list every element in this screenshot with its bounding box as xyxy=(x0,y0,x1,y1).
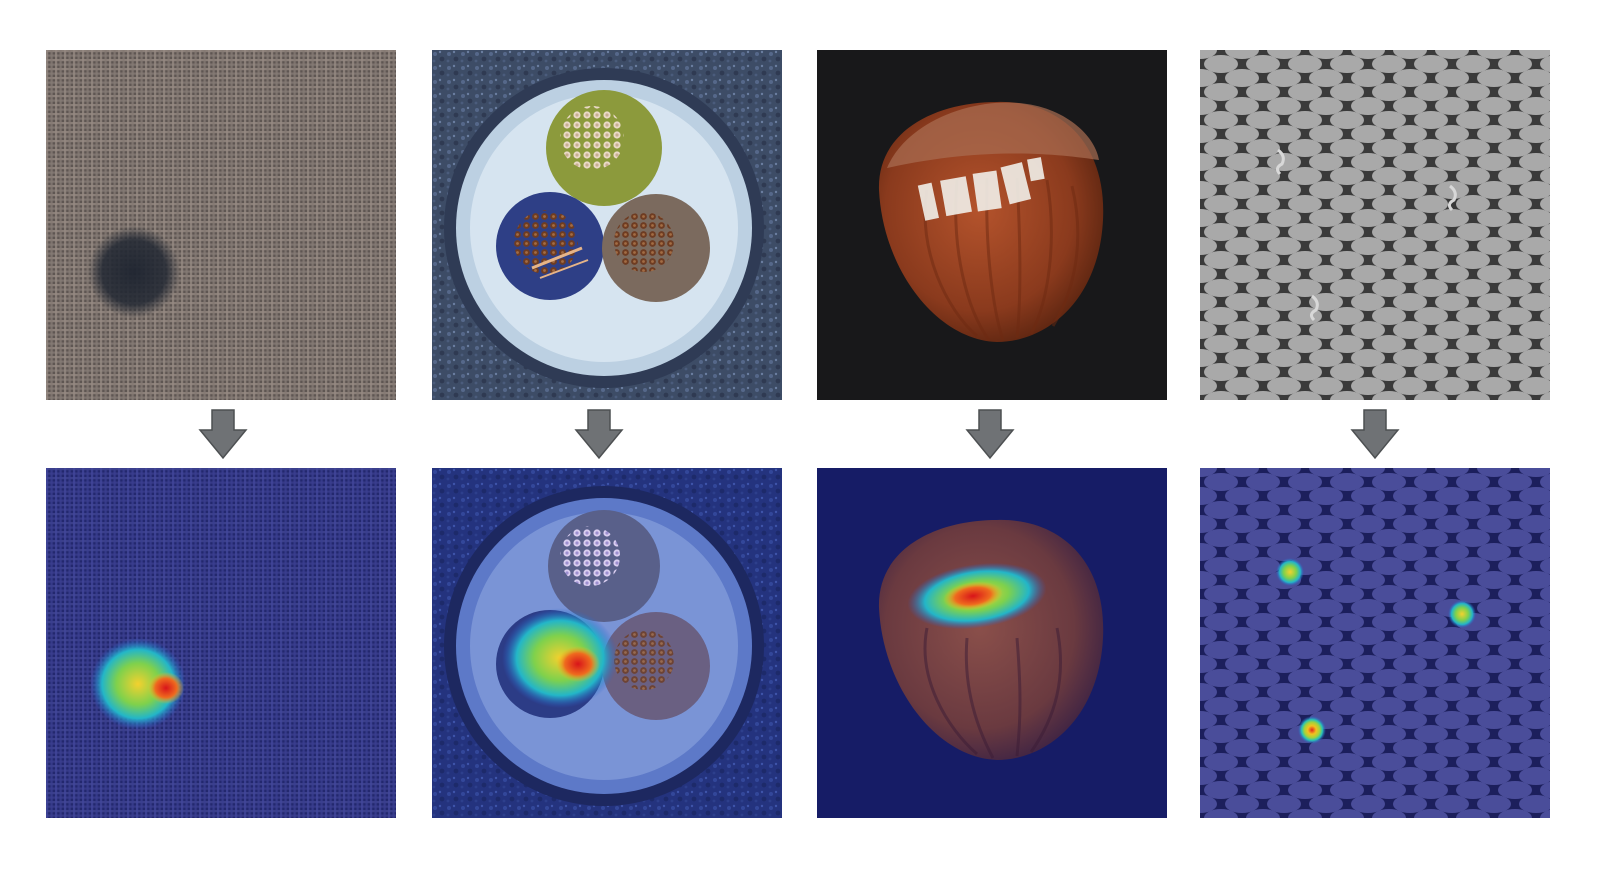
cable-anomaly-heatmap xyxy=(432,468,782,818)
cable-input-image xyxy=(432,50,782,400)
carpet-anomaly-heatmap xyxy=(46,468,396,818)
hazelnut-anomaly-heatmap xyxy=(817,468,1167,818)
grid-input-image xyxy=(1200,50,1550,400)
down-arrow-icon xyxy=(965,409,1015,460)
down-arrow-icon xyxy=(198,409,248,460)
carpet-input-image xyxy=(46,50,396,400)
hazelnut-input-image xyxy=(817,50,1167,400)
down-arrow-icon xyxy=(1350,409,1400,460)
down-arrow-icon xyxy=(574,409,624,460)
grid-anomaly-heatmap xyxy=(1200,468,1550,818)
